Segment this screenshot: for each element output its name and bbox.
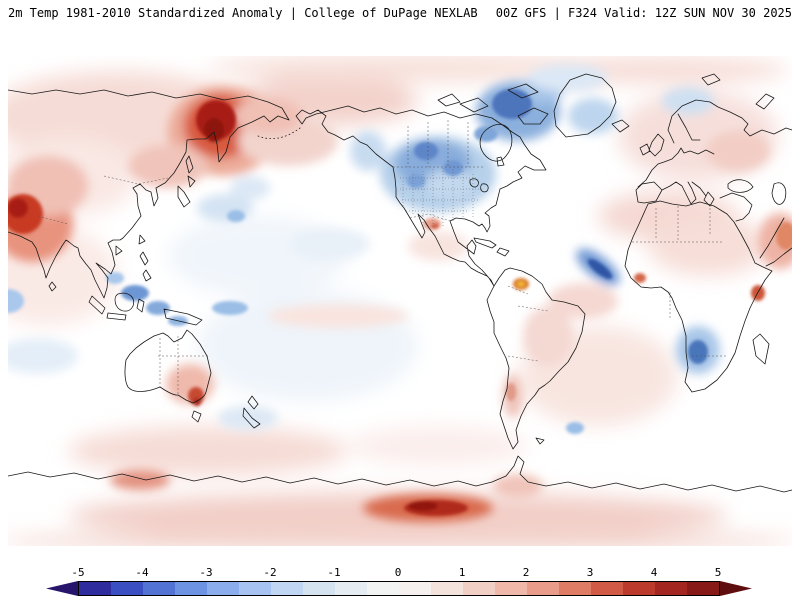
colorbar-segment [623,582,655,595]
coastline-newzealand [242,395,261,429]
title-bar: 2m Temp 1981-2010 Standardized Anomaly |… [0,6,800,20]
model-valid-time: 00Z GFS | F324 Valid: 12Z SUN NOV 30 202… [495,6,792,20]
colorbar-tick-label: -1 [327,566,341,579]
border-africa [632,206,728,357]
colorbar-segment [79,582,111,595]
coastline-aleutians [257,127,301,140]
coastline-japan [177,175,196,208]
coastline-arctic-islands [437,83,549,125]
coastline-north-america [295,105,547,287]
colorbar-segment [207,582,239,595]
colorbar-segment [239,582,271,595]
country-borders-layer [37,120,728,395]
colorbar-segment [591,582,623,595]
colorbar-segment [463,582,495,595]
coastline-taiwan-hainan [115,234,146,256]
coastline-greenland [553,73,617,138]
us-state-borders-layer [400,168,482,228]
border-us-states [400,168,482,228]
colorbar-tick-label: -3 [199,566,213,579]
colorbar-segment [559,582,591,595]
colorbar-segment [687,582,719,595]
coastline-antarctica [8,455,792,493]
colorbar-tick-label: -4 [135,566,149,579]
colorbar-segment [367,582,399,595]
colorbar-segment [399,582,431,595]
colorbar-segment [111,582,143,595]
colorbar-tick-label: 5 [714,566,722,579]
coastline-south-america [486,267,586,450]
colorbar-tick-label: 4 [650,566,658,579]
colorbar-segment [431,582,463,595]
coastline-tasmania [191,410,202,423]
colorbar-gradient [78,581,720,596]
anomaly-core-layer [8,89,792,516]
coastline-europe [635,73,792,222]
border-asia [37,175,169,225]
colorbar-segment [143,582,175,595]
colorbar: -5 -4 -3 -2 -1 0 1 2 3 4 5 [0,566,800,600]
coastline-asia [8,89,290,299]
border-australia-states [158,336,208,395]
colorbar-segment [495,582,527,595]
colorbar-segment [527,582,559,595]
coastline-indonesia [88,292,203,326]
colorbar-ticks: -5 -4 -3 -2 -1 0 1 2 3 4 5 [46,566,750,579]
colorbar-left-arrow [46,581,78,596]
colorbar-tick-label: 2 [522,566,530,579]
product-title: 2m Temp 1981-2010 Standardized Anomaly |… [8,6,478,20]
anomaly-map [8,56,792,546]
coastline-madagascar [752,333,770,365]
colorbar-segment [335,582,367,595]
colorbar-segment [271,582,303,595]
coastline-great-lakes [469,178,489,193]
coastline-africa [624,200,773,393]
coastline-caribbean [473,237,510,257]
coastline-australia [124,329,212,404]
colorbar-segment [175,582,207,595]
colorbar-tick-label: -2 [263,566,277,579]
border-us-mexico [409,213,451,222]
border-south-america [507,285,549,362]
colorbar-tick-label: 0 [394,566,402,579]
coastline-layer [8,73,792,493]
colorbar-segments [46,581,752,596]
coastline-hudson-bay [479,124,513,167]
world-map-svg [8,56,792,546]
colorbar-segment [655,582,687,595]
colorbar-tick-label: -5 [71,566,85,579]
colorbar-tick-label: 3 [586,566,594,579]
colorbar-right-arrow [720,581,752,596]
coastline-srilanka [48,281,57,292]
coastline-arabia-edge [759,217,792,267]
coastline-sakhalin [185,155,194,174]
colorbar-segment [303,582,335,595]
coastline-philippines [139,251,152,282]
colorbar-tick-label: 1 [458,566,466,579]
coastline-iceland [611,119,630,133]
border-canada-provinces [407,120,469,167]
